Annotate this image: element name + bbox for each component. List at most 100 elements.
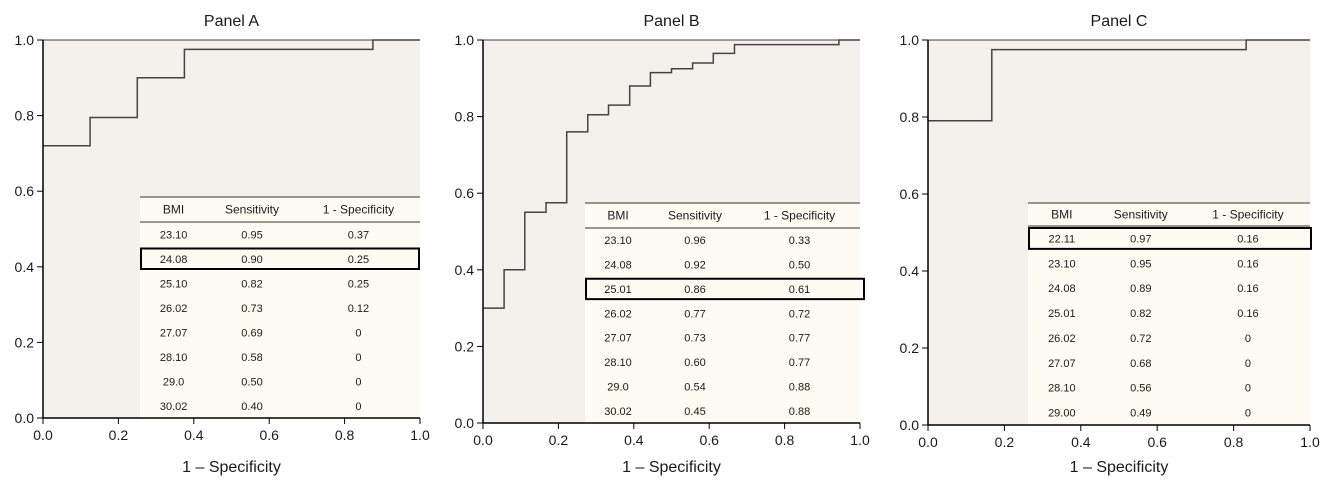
table-background	[140, 197, 420, 418]
x-tick-label: 0.2	[109, 427, 129, 443]
table-cell: 0.72	[789, 308, 810, 320]
table-cell: 29.00	[1048, 408, 1076, 420]
table-cell: 0.82	[1130, 308, 1151, 320]
table-cell: 0.16	[1237, 308, 1258, 320]
x-tick-label: 1.0	[1300, 434, 1320, 450]
table-cell: 0.58	[241, 352, 262, 364]
y-tick-label: 1.0	[15, 32, 35, 48]
table-cell: 0.96	[684, 235, 705, 247]
table-cell: 0.56	[1130, 383, 1151, 395]
y-tick-label: 0.0	[455, 415, 475, 431]
x-tick-label: 0.0	[918, 434, 938, 450]
table-cell: 0.16	[1237, 283, 1258, 295]
x-tick-label: 0.6	[699, 432, 719, 448]
table-cell: 0.49	[1130, 408, 1151, 420]
table-cell: 0.12	[348, 303, 369, 315]
table-cell: 0.92	[684, 260, 705, 272]
x-axis-title: 1 – Specificity	[1070, 459, 1169, 476]
table-row: 29.0 0.54 0.88	[607, 381, 810, 393]
x-tick-label: 0.6	[1147, 434, 1167, 450]
table-cell: 0.61	[789, 284, 810, 296]
table-cell: 0.88	[789, 406, 810, 418]
table-row: 23.10 0.95 0.37	[160, 229, 369, 241]
table-row: 22.11 0.97 0.16	[1048, 233, 1258, 245]
x-tick-label: 0.4	[184, 427, 204, 443]
table-row: 28.10 0.56 0	[1048, 383, 1251, 395]
x-tick-label: 0.6	[259, 427, 279, 443]
table-cell: 0.60	[684, 357, 705, 369]
table-cell: 29.0	[163, 376, 184, 388]
table-row: 23.10 0.96 0.33	[604, 235, 810, 247]
table-row: 26.02 0.72 0	[1048, 333, 1251, 345]
x-tick-label: 0.8	[775, 432, 795, 448]
table-cell: 25.10	[160, 278, 188, 290]
y-tick-label: 0.8	[900, 109, 920, 125]
table-cell: 30.02	[604, 406, 632, 418]
highlighted-row-box	[140, 247, 420, 270]
table-cell: 0.73	[241, 303, 262, 315]
table-cell: 0.86	[684, 284, 705, 296]
table-cell: 0.16	[1237, 258, 1258, 270]
table-row: 24.08 0.90 0.25	[160, 254, 369, 266]
table-cell: 0.90	[241, 254, 262, 266]
table-cell: 25.01	[604, 284, 632, 296]
y-tick-label: 0.2	[15, 334, 35, 350]
table-cell: 0.54	[684, 381, 705, 393]
x-tick-label: 0.8	[1224, 434, 1244, 450]
table-cell: 28.10	[1048, 383, 1076, 395]
table-header-cell: 1 - Specificity	[764, 209, 835, 223]
table-cell: 28.10	[604, 357, 632, 369]
table-cell: 26.02	[1048, 333, 1076, 345]
table-cell: 0	[1245, 333, 1251, 345]
y-tick-label: 0.4	[455, 262, 475, 278]
table-cell: 27.07	[1048, 358, 1076, 370]
table-background	[585, 203, 860, 423]
x-tick-label: 1.0	[410, 427, 430, 443]
table-cell: 0.95	[1130, 258, 1151, 270]
roc-curve	[483, 39, 860, 309]
x-tick-label: 0.8	[335, 427, 355, 443]
table-cell: 0	[1245, 358, 1251, 370]
table-cell: 27.07	[604, 333, 632, 345]
table-background	[1028, 203, 1310, 425]
table-header-cell: Sensitivity	[668, 209, 722, 223]
y-tick-label: 0.8	[15, 108, 35, 124]
table-cell: 30.02	[160, 401, 188, 413]
table-cell: 24.08	[160, 254, 188, 266]
table-cell: 0.37	[348, 229, 369, 241]
table-row: 24.08 0.89 0.16	[1048, 283, 1259, 295]
table-cell: 23.10	[1048, 258, 1076, 270]
y-tick-label: 1.0	[900, 32, 920, 48]
table-cell: 0.77	[789, 333, 810, 345]
highlighted-row-box	[1028, 227, 1312, 250]
x-tick-label: 0.0	[33, 427, 53, 443]
panel-title: Panel A	[204, 13, 259, 30]
table-cell: 0.69	[241, 327, 262, 339]
table-cell: 25.01	[1048, 308, 1076, 320]
table-row: 25.10 0.82 0.25	[160, 278, 369, 290]
y-tick-label: 0.8	[455, 109, 475, 125]
x-tick-label: 0.2	[995, 434, 1015, 450]
y-tick-label: 1.0	[455, 32, 475, 48]
table-cell: 0	[1245, 408, 1251, 420]
y-tick-label: 0.2	[455, 338, 475, 354]
table-row: 27.07 0.68 0	[1048, 358, 1251, 370]
table-cell: 23.10	[160, 229, 188, 241]
table-cell: 0.77	[684, 308, 705, 320]
table-cell: 0	[1245, 383, 1251, 395]
table-cell: 0.25	[348, 278, 369, 290]
table-row: 30.02 0.40 0	[160, 401, 362, 413]
table-cell: 0	[355, 401, 361, 413]
table-cell: 0	[355, 327, 361, 339]
x-axis-title: 1 – Specificity	[622, 459, 721, 476]
table-cell: 0	[355, 352, 361, 364]
y-tick-label: 0.6	[455, 185, 475, 201]
table-cell: 0.45	[684, 406, 705, 418]
table-cell: 26.02	[160, 303, 188, 315]
table-cell: 26.02	[604, 308, 632, 320]
y-tick-label: 0.0	[15, 410, 35, 426]
table-cell: 0	[355, 376, 361, 388]
x-axis-title: 1 – Specificity	[182, 459, 281, 476]
table-cell: 0.50	[789, 260, 810, 272]
